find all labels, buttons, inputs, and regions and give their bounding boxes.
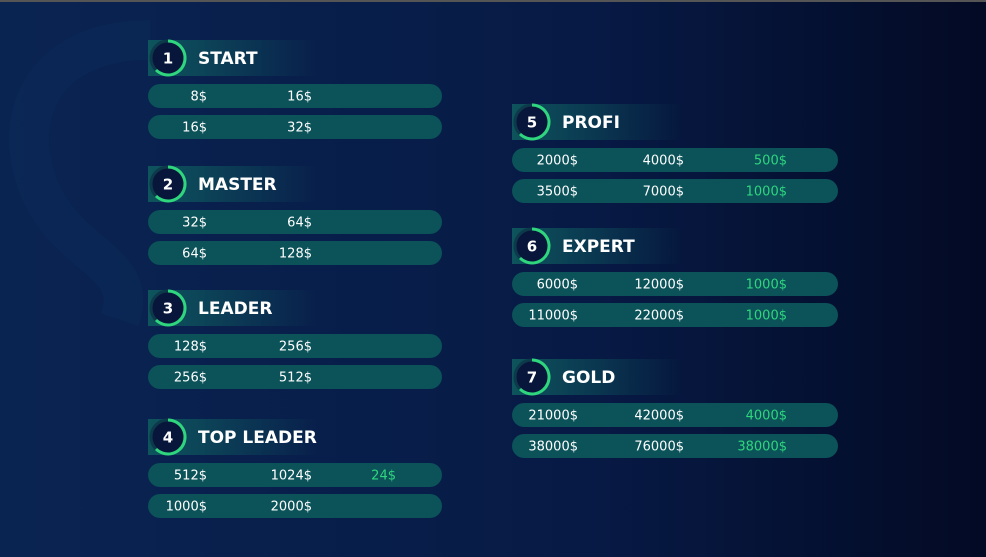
- row-pill: [512, 272, 838, 296]
- cell-value: 32$: [182, 216, 207, 231]
- decor: [9, 20, 151, 327]
- level-number: 3: [163, 300, 173, 318]
- level-name: GOLD: [562, 368, 615, 388]
- row-pill: [512, 148, 838, 172]
- cell-value: 256$: [279, 340, 312, 355]
- cell-value: 512$: [174, 469, 207, 484]
- row-pill: [512, 179, 838, 203]
- level-number: 7: [527, 369, 537, 387]
- cell-value: 38000$: [528, 440, 578, 455]
- cell-value: 76000$: [634, 440, 684, 455]
- cell-value: 22000$: [634, 309, 684, 324]
- cell-value: 3500$: [537, 185, 578, 200]
- bonus-value: 38000$: [737, 440, 787, 455]
- bonus-value: 1000$: [746, 309, 787, 324]
- bonus-value: 1000$: [746, 278, 787, 293]
- badge-arc: [154, 165, 187, 203]
- bonus-value: 24$: [371, 469, 396, 484]
- row-pill: [148, 334, 442, 358]
- badge-arc: [518, 358, 551, 396]
- cell-value: 128$: [279, 247, 312, 262]
- row-pill: [512, 403, 838, 427]
- cell-value: 4000$: [643, 154, 684, 169]
- cell-value: 6000$: [537, 278, 578, 293]
- row-pill: [512, 303, 838, 327]
- row-pill: [512, 434, 838, 458]
- row-pill: [148, 115, 442, 139]
- cell-value: 16$: [182, 121, 207, 136]
- badge-arc: [154, 418, 187, 456]
- level-name: TOP LEADER: [198, 428, 317, 448]
- row-pill: [148, 210, 442, 234]
- cell-value: 2000$: [537, 154, 578, 169]
- cell-value: 2000$: [271, 500, 312, 515]
- cell-value: 7000$: [643, 185, 684, 200]
- cell-value: 1000$: [166, 500, 207, 515]
- level-number: 6: [527, 238, 537, 256]
- cell-value: 1024$: [271, 469, 312, 484]
- bonus-value: 500$: [754, 154, 787, 169]
- level-name: PROFI: [562, 113, 620, 133]
- row-pill: [148, 365, 442, 389]
- row-pill: [148, 494, 442, 518]
- level-name: START: [198, 49, 258, 69]
- badge-arc: [518, 227, 551, 265]
- cell-value: 64$: [287, 216, 312, 231]
- top-edge: [0, 0, 986, 2]
- level-name: EXPERT: [562, 237, 635, 257]
- bonus-value: 4000$: [746, 409, 787, 424]
- row-pill: [148, 241, 442, 265]
- cell-value: 8$: [190, 90, 207, 105]
- level-name: MASTER: [198, 175, 277, 195]
- cell-value: 32$: [287, 121, 312, 136]
- cell-value: 12000$: [634, 278, 684, 293]
- level-number: 2: [163, 176, 173, 194]
- row-pill: [148, 84, 442, 108]
- badge-arc: [154, 39, 187, 77]
- cell-value: 16$: [287, 90, 312, 105]
- cell-value: 256$: [174, 371, 207, 386]
- cell-value: 64$: [182, 247, 207, 262]
- level-number: 5: [527, 114, 537, 132]
- cell-value: 42000$: [634, 409, 684, 424]
- cell-value: 11000$: [528, 309, 578, 324]
- cell-value: 512$: [279, 371, 312, 386]
- bonus-value: 1000$: [746, 185, 787, 200]
- badge-arc: [154, 289, 187, 327]
- cell-value: 128$: [174, 340, 207, 355]
- cell-value: 21000$: [528, 409, 578, 424]
- level-name: LEADER: [198, 299, 272, 319]
- badge-arc: [518, 103, 551, 141]
- level-number: 4: [163, 429, 173, 447]
- level-number: 1: [163, 50, 173, 68]
- row-pill: [148, 463, 442, 487]
